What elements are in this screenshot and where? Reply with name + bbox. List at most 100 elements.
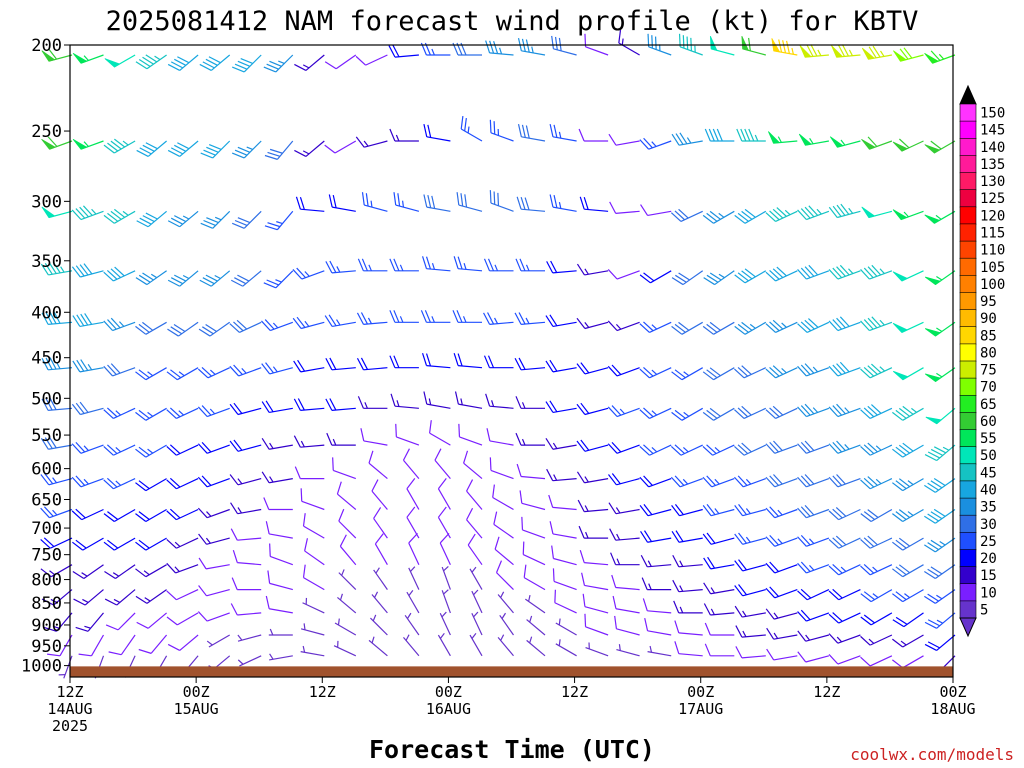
barb-feather xyxy=(841,44,849,57)
y-tick-label: 650 xyxy=(31,490,62,510)
barb-feather xyxy=(457,256,463,270)
barb-feather xyxy=(40,507,50,519)
barb-feather xyxy=(425,256,432,270)
barb-feather xyxy=(898,509,911,518)
wind-barb xyxy=(135,444,167,458)
y-tick-label: 750 xyxy=(31,546,62,566)
barb-feather xyxy=(741,442,752,453)
barb-staff xyxy=(648,478,672,488)
barb-feather xyxy=(170,147,184,155)
barb-half-feather xyxy=(147,371,154,377)
colorbar-box xyxy=(959,394,977,414)
wind-barb xyxy=(463,450,483,480)
barb-half-feather xyxy=(337,640,339,648)
barb-feather xyxy=(549,400,558,413)
wind-barb xyxy=(639,504,672,517)
wind-barb xyxy=(925,407,956,425)
barb-pennant xyxy=(798,133,813,146)
barb-feather xyxy=(107,319,117,330)
barb-feather xyxy=(674,620,680,634)
barb-staff xyxy=(269,367,293,375)
barb-feather xyxy=(71,510,83,521)
barb-feather xyxy=(867,365,878,375)
barb-feather xyxy=(44,473,54,485)
y-tick-label: 300 xyxy=(31,192,62,212)
y-tick-label: 500 xyxy=(31,389,62,409)
wind-barb xyxy=(166,537,199,549)
wind-barb xyxy=(166,612,199,626)
colorbar-label: 130 xyxy=(980,174,1005,190)
wind-barb xyxy=(924,478,956,493)
barb-feather xyxy=(549,124,554,137)
wind-barb xyxy=(765,405,798,419)
barb-feather xyxy=(107,212,119,222)
barb-feather xyxy=(734,368,745,379)
barb-feather xyxy=(355,55,367,66)
barb-feather xyxy=(839,361,850,373)
wind-barb xyxy=(328,194,356,212)
barb-feather xyxy=(800,534,811,546)
barb-feather xyxy=(772,405,784,416)
barb-half-feather xyxy=(147,448,154,454)
barb-feather xyxy=(612,595,617,609)
barb-feather xyxy=(576,263,585,276)
barb-staff xyxy=(434,459,451,479)
barb-feather xyxy=(860,539,871,549)
wind-barb xyxy=(403,634,420,657)
plot-frame xyxy=(69,44,954,678)
barb-half-feather xyxy=(303,623,306,630)
barb-feather xyxy=(302,564,306,578)
barb-feather xyxy=(702,446,713,456)
barb-feather xyxy=(546,261,554,274)
wind-barb xyxy=(703,556,735,570)
barb-feather xyxy=(860,565,871,576)
wind-barb xyxy=(108,634,136,656)
wind-barb xyxy=(389,128,419,142)
colorbar-box xyxy=(959,223,977,242)
barb-feather xyxy=(487,312,495,325)
barb-feather xyxy=(924,544,936,553)
barb-half-feather xyxy=(710,587,716,594)
barb-feather xyxy=(489,40,495,54)
barb-staff xyxy=(838,508,861,521)
wind-barb xyxy=(514,312,546,325)
barb-feather xyxy=(361,192,365,206)
barb-staff xyxy=(554,602,577,614)
barb-half-feather xyxy=(462,316,467,323)
barb-feather xyxy=(169,508,181,519)
barb-feather xyxy=(674,369,686,379)
wind-barb xyxy=(230,603,262,616)
barb-feather xyxy=(452,310,459,323)
barb-half-feather xyxy=(875,478,882,485)
barb-feather xyxy=(860,656,871,667)
barb-feather xyxy=(167,328,179,337)
wind-barb xyxy=(526,615,546,636)
barb-staff xyxy=(63,655,73,679)
barb-feather xyxy=(671,277,684,286)
barb-feather xyxy=(839,264,850,276)
wind-barb xyxy=(767,131,798,144)
barb-feather xyxy=(835,535,847,546)
barb-feather xyxy=(514,312,522,325)
barb-half-feather xyxy=(588,642,590,649)
barb-staff xyxy=(647,610,672,614)
barb-feather xyxy=(927,513,939,522)
barb-feather xyxy=(933,446,947,454)
barb-feather xyxy=(836,204,846,216)
wind-barb xyxy=(197,611,230,622)
wind-barb xyxy=(231,54,262,73)
wind-barb xyxy=(703,270,735,286)
barb-feather xyxy=(608,133,617,146)
barb-half-feather xyxy=(174,541,181,547)
wind-barb xyxy=(41,589,73,606)
barb-feather xyxy=(654,36,657,50)
barb-feather xyxy=(437,478,447,490)
barb-half-feather xyxy=(791,47,794,55)
barb-feather xyxy=(136,149,149,157)
barb-feather xyxy=(389,310,396,323)
barb-feather xyxy=(201,441,212,453)
wind-barb xyxy=(486,428,514,446)
barb-staff xyxy=(395,204,420,212)
chart-title: 2025081412 NAM forecast wind profile (kt… xyxy=(106,6,919,37)
wind-barb xyxy=(103,407,136,419)
